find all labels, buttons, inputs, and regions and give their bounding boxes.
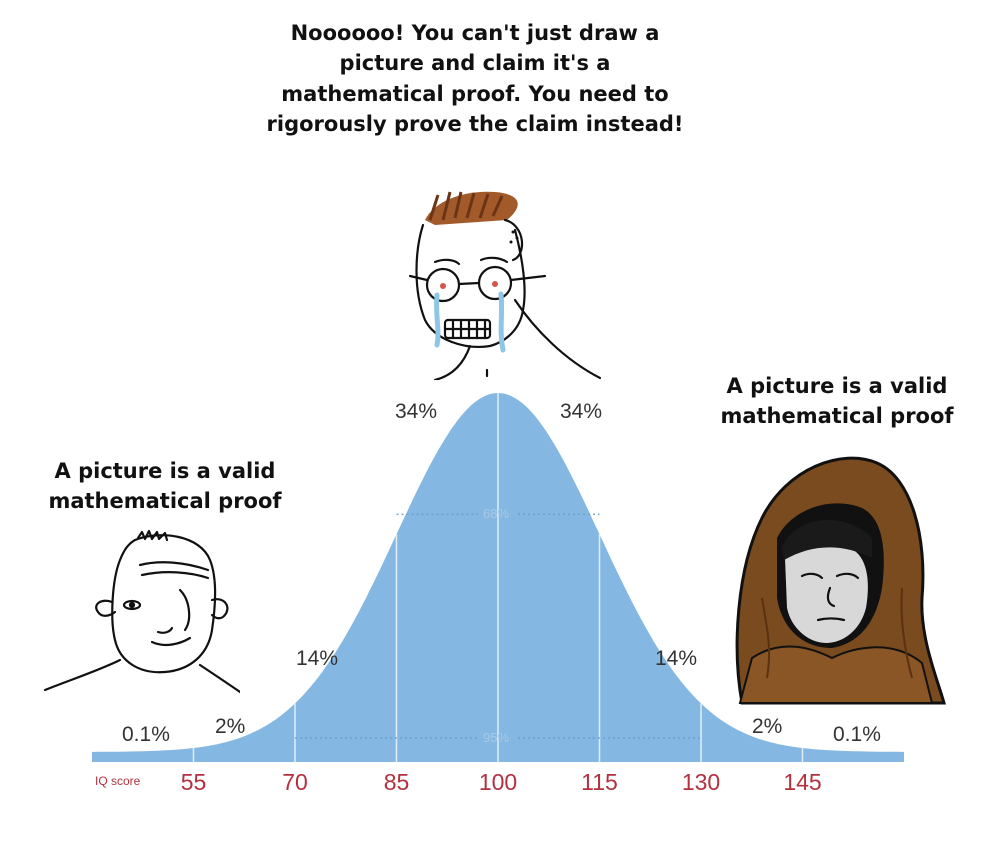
sd-lines [192, 393, 804, 762]
segment-label-right-2: 2% [752, 715, 782, 738]
inner-label-68: 68% [483, 506, 509, 521]
x-tick-145: 145 [783, 769, 821, 795]
segment-label-left-34: 34% [395, 400, 437, 423]
right-caption: A picture is a valid mathematical proof [720, 374, 954, 429]
crying-soyjak-icon [408, 191, 602, 380]
x-tick-100: 100 [479, 769, 517, 795]
top-caption: Noooooo! You can't just draw a picture a… [266, 21, 684, 137]
segment-label-right-tail: 0.1% [833, 723, 881, 746]
x-tick-55: 55 [181, 769, 207, 795]
left-caption: A picture is a valid mathematical proof [48, 459, 282, 514]
segment-label-right-34: 34% [560, 400, 602, 423]
inner-label-95: 95% [483, 730, 509, 745]
segment-label-left-14: 14% [296, 647, 338, 670]
segment-label-right-14: 14% [655, 647, 697, 670]
segment-label-left-tail: 0.1% [122, 723, 170, 746]
inner-guides [295, 513, 701, 739]
x-tick-85: 85 [384, 769, 410, 795]
x-tick-130: 130 [682, 769, 720, 795]
x-tick-labels: 55 70 85 100 115 130 145 [181, 769, 822, 795]
wojak-left-icon [43, 529, 240, 694]
segment-label-left-2: 2% [215, 715, 245, 738]
hooded-monk-icon [735, 456, 946, 705]
x-tick-70: 70 [282, 769, 308, 795]
x-tick-115: 115 [581, 769, 618, 795]
x-axis-label: IQ score [95, 774, 141, 788]
